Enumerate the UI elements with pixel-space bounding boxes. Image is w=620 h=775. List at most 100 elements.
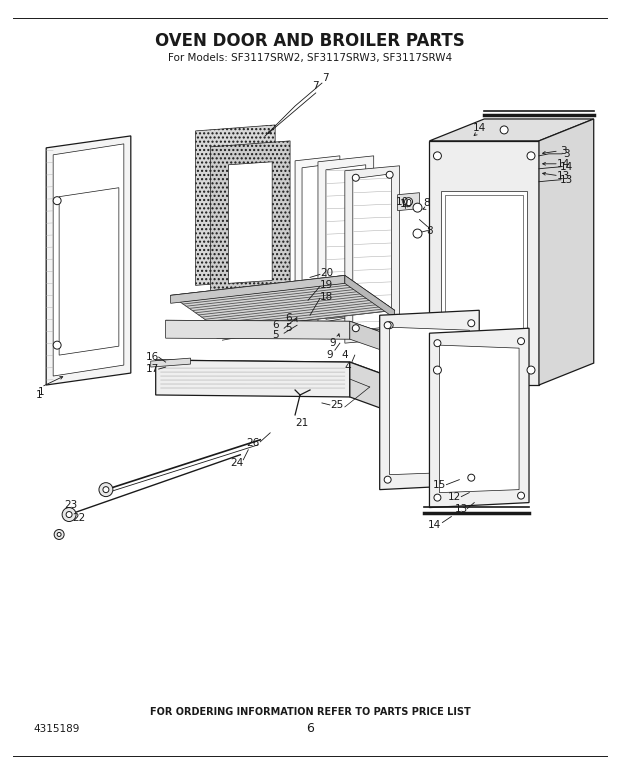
Circle shape [384,476,391,483]
Polygon shape [228,162,272,284]
Text: 3: 3 [564,149,570,159]
Circle shape [433,152,441,160]
Polygon shape [46,136,131,385]
Polygon shape [166,320,402,339]
Circle shape [434,494,441,501]
Circle shape [433,366,441,374]
Circle shape [53,197,61,205]
Text: 6: 6 [285,313,291,323]
Text: eReplacementParts.com: eReplacementParts.com [238,378,382,391]
Polygon shape [156,360,405,382]
Text: 4: 4 [345,362,351,372]
Text: 16: 16 [146,352,159,362]
Text: OVEN DOOR AND BROILER PARTS: OVEN DOOR AND BROILER PARTS [155,33,465,50]
Text: 13: 13 [454,504,468,514]
Polygon shape [430,329,529,508]
Polygon shape [156,360,350,397]
Text: 8: 8 [423,198,430,208]
Text: 18: 18 [321,292,334,302]
Polygon shape [53,144,124,376]
Circle shape [352,325,359,332]
Circle shape [57,532,61,536]
Text: 7: 7 [322,73,328,83]
Text: 14: 14 [428,519,441,529]
Circle shape [66,512,72,518]
Circle shape [103,487,109,493]
Polygon shape [166,320,350,339]
Text: 13: 13 [557,170,570,181]
Circle shape [518,492,525,499]
Text: 5: 5 [272,330,278,340]
Polygon shape [441,191,527,355]
Text: 10: 10 [396,197,409,207]
Polygon shape [295,156,340,319]
Circle shape [467,320,475,327]
Text: 1: 1 [36,390,43,400]
Polygon shape [345,275,394,319]
Polygon shape [353,174,392,331]
Text: 1: 1 [38,387,45,397]
Circle shape [386,171,393,178]
Polygon shape [210,141,290,301]
Text: 13: 13 [560,174,574,184]
Text: 14: 14 [472,123,486,133]
Circle shape [405,198,412,205]
Text: 21: 21 [295,418,309,428]
Text: 4: 4 [342,350,348,360]
Polygon shape [445,195,523,351]
Polygon shape [151,358,190,367]
Circle shape [384,322,391,329]
Text: 19: 19 [321,281,334,291]
Polygon shape [59,188,119,355]
Polygon shape [318,156,374,331]
Text: 7: 7 [312,81,318,91]
Text: 24: 24 [231,458,244,468]
Text: 12: 12 [448,491,461,501]
Text: 15: 15 [433,480,446,490]
Polygon shape [195,125,275,285]
Text: 5: 5 [285,323,291,333]
Polygon shape [302,164,333,309]
Polygon shape [379,310,479,490]
Polygon shape [430,119,594,141]
Text: FOR ORDERING INFORMATION REFER TO PARTS PRICE LIST: FOR ORDERING INFORMATION REFER TO PARTS … [149,707,471,717]
Polygon shape [389,327,469,474]
Text: 26: 26 [247,438,260,448]
Text: For Models: SF3117SRW2, SF3117SRW3, SF3117SRW4: For Models: SF3117SRW2, SF3117SRW3, SF31… [168,53,452,64]
Polygon shape [539,119,594,385]
Polygon shape [350,362,405,417]
Polygon shape [350,322,402,357]
Text: 6: 6 [306,722,314,735]
Circle shape [386,322,393,329]
Circle shape [434,339,441,346]
Text: 6: 6 [272,320,278,330]
Polygon shape [170,275,345,303]
Circle shape [53,341,61,350]
Circle shape [527,152,535,160]
Text: 17: 17 [146,364,159,374]
Polygon shape [397,193,420,211]
Text: 14: 14 [560,162,574,172]
Text: 9: 9 [327,350,333,360]
Polygon shape [170,275,394,330]
Text: 10: 10 [400,198,413,208]
Text: 8: 8 [426,226,433,236]
Polygon shape [430,141,539,385]
Polygon shape [326,165,366,319]
Text: 23: 23 [64,500,78,510]
Circle shape [99,483,113,497]
Text: 3: 3 [560,146,567,156]
Polygon shape [440,345,519,493]
Text: 20: 20 [321,268,334,278]
Circle shape [62,508,76,522]
Text: 4315189: 4315189 [33,724,79,734]
Text: 22: 22 [73,512,86,522]
Circle shape [518,338,525,345]
Circle shape [527,366,535,374]
Text: 9: 9 [330,338,336,348]
Polygon shape [345,166,400,343]
Circle shape [500,126,508,134]
Circle shape [54,529,64,539]
Circle shape [413,229,422,238]
Circle shape [352,174,359,181]
